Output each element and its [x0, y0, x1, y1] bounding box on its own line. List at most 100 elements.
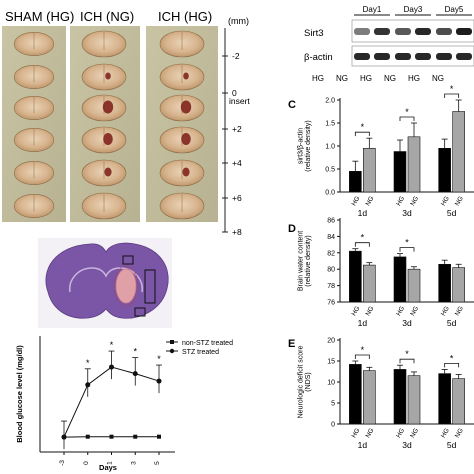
lane-label: HG	[312, 74, 324, 83]
category-label: 1d	[358, 440, 368, 450]
sirt3-band	[415, 28, 431, 35]
bar-ng	[363, 370, 376, 425]
significance-star: *	[361, 233, 365, 243]
category-label: 3d	[402, 440, 412, 450]
point-stz	[109, 364, 114, 370]
scale-ticks: -2 0 +2 +4 +6 +8	[222, 51, 242, 237]
point-stz	[61, 434, 67, 440]
point-non-stz	[133, 434, 138, 439]
hemorrhage-spot	[183, 72, 189, 80]
point-non-stz	[109, 434, 114, 439]
significance-star: *	[86, 358, 90, 368]
bar-chart-d: 76 78 80 82 84 86 Brain water content(relative…	[298, 218, 474, 328]
bar-chart-c: 0.0 0.5 1.0 1.5 2.0 sirt3/β-actin(relative de…	[298, 84, 474, 218]
significance-bracket	[354, 131, 370, 137]
lane-label: NG	[336, 74, 348, 83]
y-label-line: (NDS)	[305, 372, 312, 391]
sirt3-band	[374, 28, 390, 35]
brain-photos-panel: SHAM (HG) ICH (NG) ICH (HG) (mm) -2 0 +2 +4…	[2, 9, 250, 237]
hemorrhage-spot	[102, 100, 114, 114]
day-label: Day5	[445, 5, 464, 14]
blot-sirt3	[351, 19, 474, 43]
photo-ich-hg	[146, 26, 218, 222]
panel-letter-e: E	[288, 338, 295, 350]
bar-hg	[438, 148, 451, 193]
bar-ng	[407, 375, 421, 425]
lane-label: HG	[360, 74, 372, 83]
scale-tick-label: -2	[232, 51, 240, 61]
bar-hg	[393, 151, 407, 193]
beta-actin-band	[456, 53, 472, 60]
lane-label: NG	[432, 74, 444, 83]
scale-tick-label: +6	[232, 193, 242, 203]
significance-bracket	[399, 358, 415, 364]
hemorrhage-spot	[105, 72, 111, 80]
category-label: 3d	[402, 208, 412, 218]
significance-star: *	[157, 354, 161, 364]
bar-series-label: NG	[365, 195, 376, 207]
lane-label: NG	[384, 74, 396, 83]
panel-letter-d: D	[288, 223, 296, 235]
bar-series-label: HG	[351, 427, 362, 439]
bar-series-label: HG	[395, 195, 406, 207]
y-tick-label: 2.0	[325, 98, 335, 105]
blot-bands	[354, 28, 472, 60]
y-tick-label: 1.5	[325, 121, 335, 128]
glucose-line-chart: Blood glucose level (mg/dl) Days -3 0 1 3 5 *…	[15, 336, 233, 472]
bar-series-label: NG	[409, 427, 420, 439]
blot-beta-actin	[351, 45, 474, 67]
x-tick-label: 3	[130, 461, 137, 465]
y-tick-label: 1.0	[325, 144, 335, 151]
significance-star: *	[361, 122, 365, 132]
category-label: 5d	[447, 208, 457, 218]
significance-bracket	[354, 242, 370, 247]
y-label-line: (relative density)	[305, 235, 312, 286]
bar-ng	[407, 268, 421, 303]
bar-series-label: NG	[454, 195, 465, 207]
day-headers: Day1 Day3 Day5	[354, 5, 472, 16]
y-tick-label: 0.0	[325, 190, 335, 197]
bar-series-label: HG	[351, 305, 362, 317]
roi-box-top	[122, 255, 134, 265]
sirt3-band	[354, 28, 370, 35]
beta-actin-band	[415, 53, 431, 60]
y-tick-label: 15	[327, 359, 335, 366]
x-tick-label: 1	[107, 461, 114, 465]
photo-ich-ng	[70, 26, 140, 222]
significance-star: *	[405, 238, 409, 248]
category-label: 1d	[358, 208, 368, 218]
bar-hg	[349, 250, 362, 303]
scale-tick-label: +8	[232, 227, 242, 237]
scale-tick-label: 0	[232, 88, 237, 98]
panel-letters: C D E	[288, 99, 296, 350]
significance-bracket	[399, 116, 415, 121]
y-axis-label: sirt3/β-actin(relative density)	[298, 120, 313, 171]
y-label-line: Brain water content	[298, 231, 305, 291]
y-label-line: Neurologic deficit score	[298, 346, 305, 419]
bar-series-label: NG	[365, 427, 376, 439]
point-non-stz	[85, 434, 90, 439]
y-tick-label: 10	[327, 380, 335, 387]
point-non-stz	[157, 434, 161, 439]
bar-ng	[452, 378, 465, 425]
y-tick-label: 78	[327, 283, 335, 290]
brain-slices	[13, 30, 205, 220]
y-tick-label: 76	[327, 300, 335, 307]
significance-bracket	[354, 354, 370, 359]
significance-star: *	[110, 340, 114, 350]
roi-box-right	[144, 269, 156, 304]
y-tick-label: 86	[327, 218, 335, 225]
hemorrhage-lesion	[115, 268, 137, 304]
bar-ng	[452, 267, 465, 303]
hemorrhage-spot	[181, 133, 191, 145]
beta-actin-band	[395, 53, 411, 60]
y-axis-label: Neurologic deficit score(NDS)	[298, 346, 313, 419]
category-label: 3d	[402, 318, 412, 328]
significance-star: *	[450, 353, 454, 363]
glucose-marks: -3 0 1 3 5 * * * *	[59, 340, 162, 466]
bar-series-label: HG	[440, 427, 451, 439]
scale-tick-label: +4	[232, 158, 242, 168]
bar-hg	[438, 373, 451, 425]
beta-actin-band	[436, 53, 452, 60]
